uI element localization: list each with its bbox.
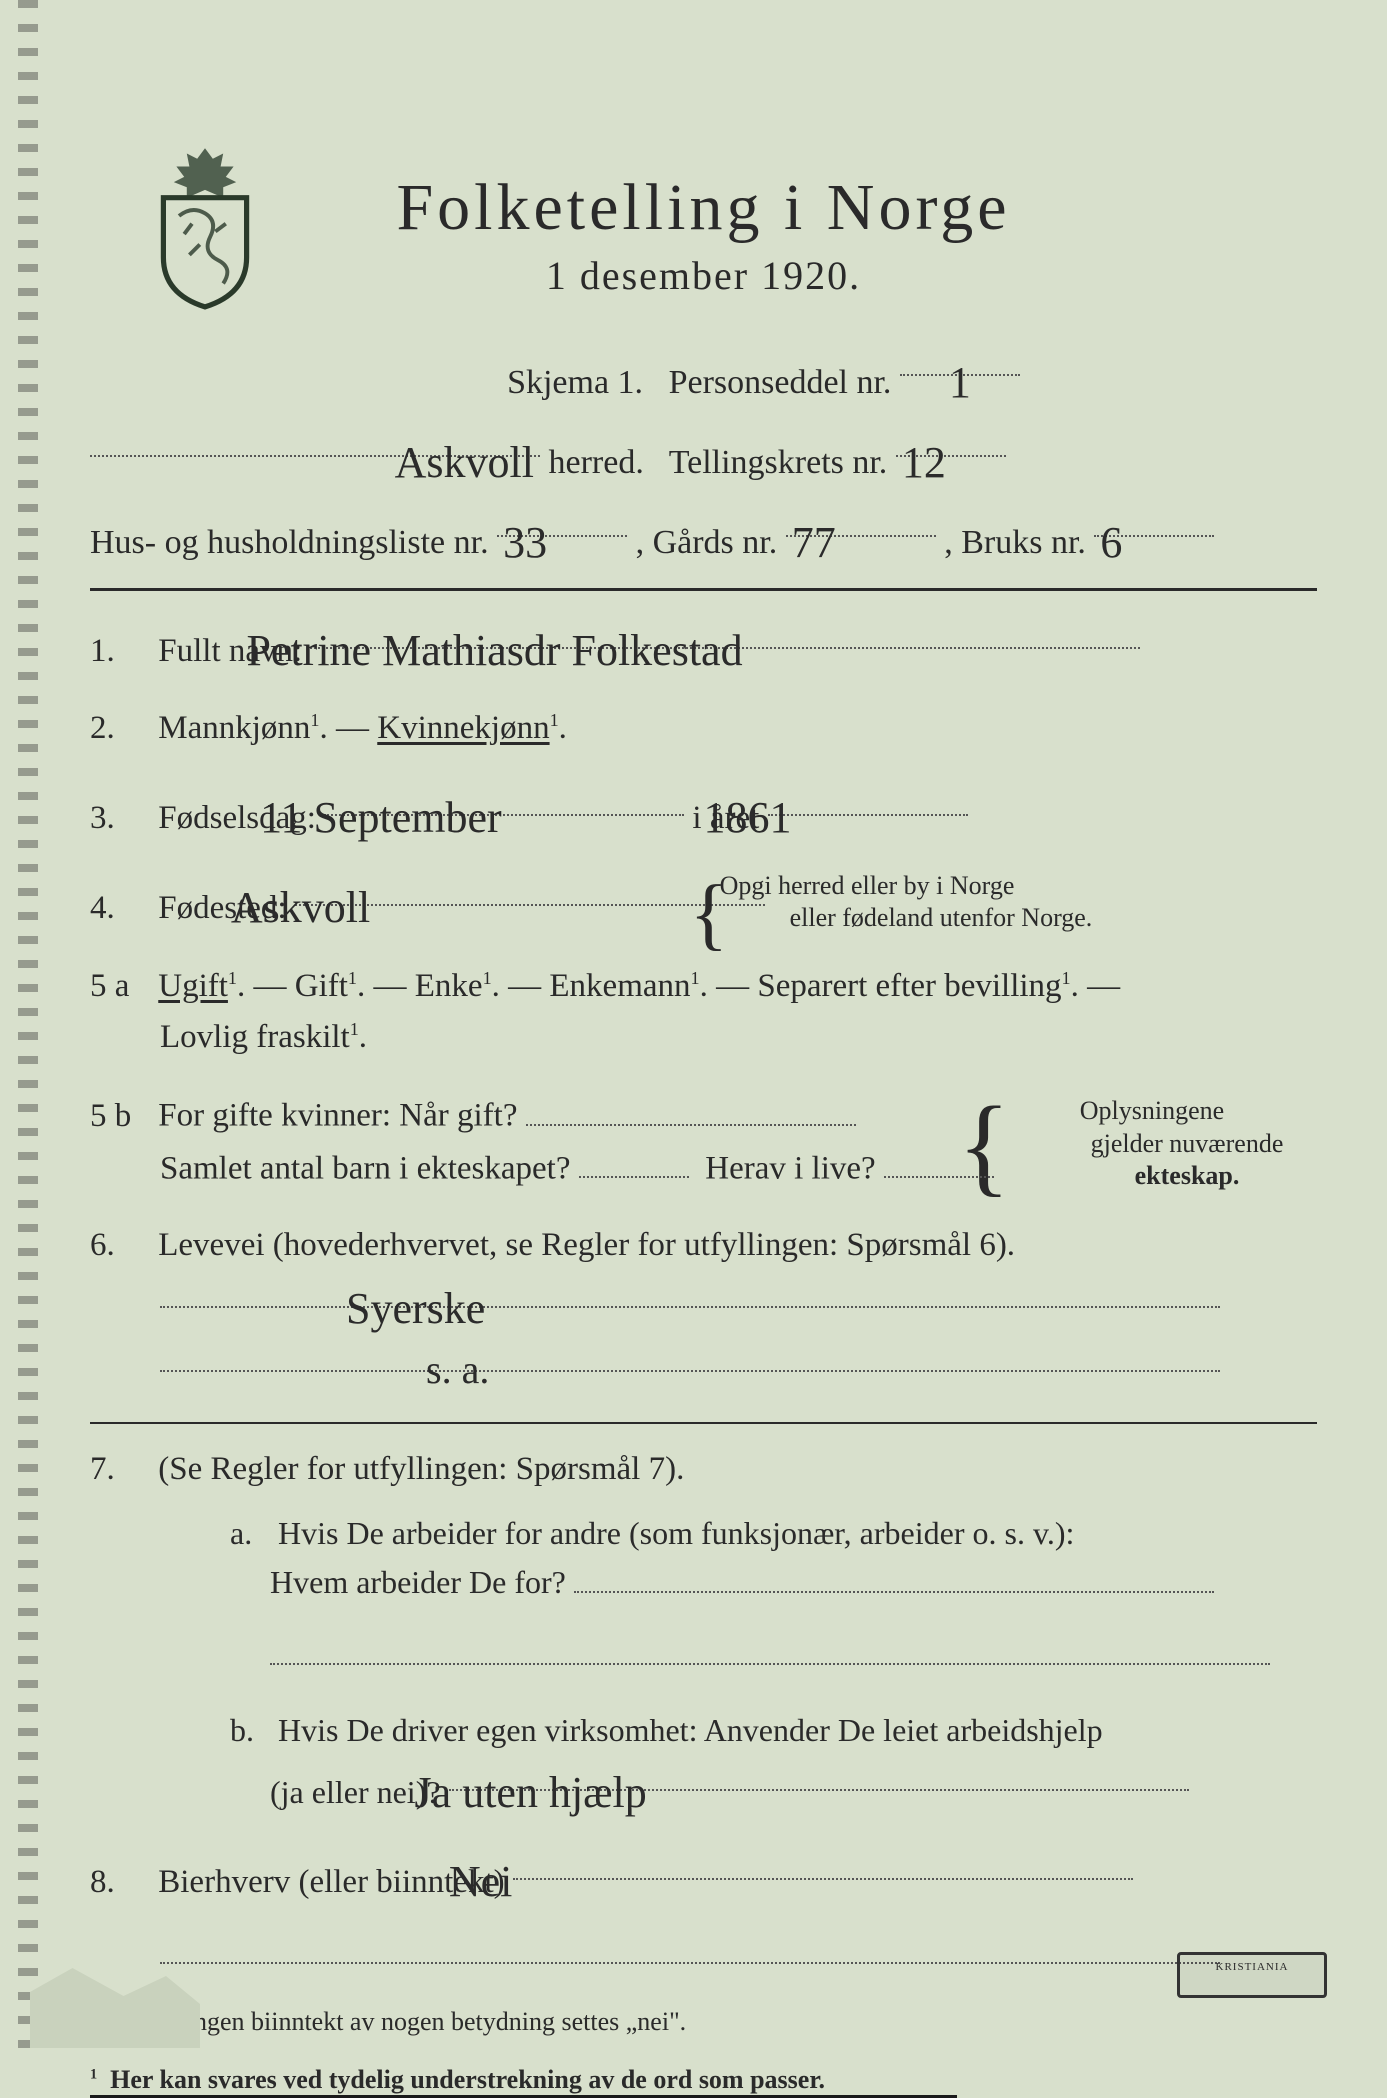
q6-value1: Syerske [340, 1284, 491, 1333]
q7a-l1: Hvis De arbeider for andre (som funksjon… [278, 1515, 1074, 1551]
q5b-aside: Oplysningene gjelder nuværende ekteskap. [1057, 1095, 1317, 1193]
q8: 8. Bierhverv (eller biinntekt) Nei [90, 1844, 1317, 1981]
q5b-l3: Herav i live? [705, 1150, 875, 1186]
skjema-label: Skjema 1. [507, 364, 643, 401]
q5a-o1: Ugift [158, 968, 228, 1004]
q7-label: (Se Regler for utfyllingen: Spørsmål 7). [158, 1451, 684, 1487]
q3: 3. Fødselsdag: 11 September i året 1861 [90, 780, 1317, 844]
q7a-lbl: a. [230, 1509, 270, 1559]
q5a-o6: Lovlig fraskilt [160, 1019, 350, 1055]
q2-num: 2. [90, 703, 150, 754]
divider [90, 588, 1317, 591]
question-list: 1. Fullt navn: Petrine Mathiasdr Folkest… [90, 613, 1317, 1396]
q4-num: 4. [90, 883, 150, 934]
q4: 4. Fødested: Askvoll Opgi herred eller b… [90, 870, 1317, 935]
q7b-lbl: b. [230, 1706, 270, 1756]
q1: 1. Fullt navn: Petrine Mathiasdr Folkest… [90, 613, 1317, 677]
q6-num: 6. [90, 1220, 150, 1271]
gards-nr: 77 [786, 518, 842, 567]
herred-value: Askvoll [389, 438, 540, 487]
coat-of-arms-icon [140, 140, 270, 310]
form-header: Folketelling i Norge 1 desember 1920. [90, 170, 1317, 299]
q5a-o3: Enke [415, 968, 483, 1004]
herred-label: herred. [549, 444, 644, 481]
q4-aside: Opgi herred eller by i Norge eller fødel… [790, 870, 1150, 935]
q7-num: 7. [90, 1444, 150, 1495]
bruks-nr: 6 [1094, 518, 1128, 567]
q6: 6. Levevei (hovederhvervet, se Regler fo… [90, 1220, 1317, 1395]
q5a-o5: Separert efter bevilling [757, 968, 1061, 1004]
divider [90, 1422, 1317, 1424]
printer-stamp: KRISTIANIA [1177, 1952, 1327, 1998]
q3-year: 1861 [698, 793, 798, 842]
q7b: b. Hvis De driver egen virksomhet: Anven… [160, 1706, 1317, 1818]
footnote-1: Har man ingen biinntekt av nogen betydni… [90, 2007, 1317, 2037]
q1-num: 1. [90, 626, 150, 677]
gards-label: , Gårds nr. [636, 524, 778, 561]
personseddel-label: Personseddel nr. [669, 364, 892, 401]
perforation-edge [18, 0, 38, 2048]
q5b-l2: Samlet antal barn i ekteskapet? [160, 1150, 571, 1186]
q5a-o2: Gift [295, 968, 348, 1004]
q8-value: Nei [443, 1857, 519, 1906]
q2-opt2: Kvinnekjønn [377, 710, 549, 746]
q2: 2. Mannkjønn1. — Kvinnekjønn1. [90, 703, 1317, 754]
personseddel-nr: 1 [943, 358, 977, 407]
q5b-num: 5 b [90, 1091, 150, 1142]
husliste-label: Hus- og husholdningsliste nr. [90, 524, 489, 561]
q1-value: Petrine Mathiasdr Folkestad [240, 626, 748, 675]
tellingskrets-label: Tellingskrets nr. [669, 444, 888, 481]
bruks-label: , Bruks nr. [944, 524, 1086, 561]
q5b: 5 b For gifte kvinner: Når gift? Oplysni… [90, 1089, 1317, 1194]
sup: 1 [310, 710, 319, 730]
q7: 7. (Se Regler for utfyllingen: Spørsmål … [90, 1444, 1317, 1818]
q5a: 5 a Ugift1. — Gift1. — Enke1. — Enkemann… [90, 961, 1317, 1063]
q6-value2: s. a. [420, 1347, 495, 1392]
tellingskrets-nr: 12 [896, 438, 952, 487]
q8-num: 8. [90, 1857, 150, 1908]
q7a-l2: Hvem arbeider De for? [270, 1564, 566, 1600]
q3-num: 3. [90, 793, 150, 844]
form-title: Folketelling i Norge [90, 170, 1317, 246]
form-subtitle: 1 desember 1920. [90, 252, 1317, 299]
q7b-l1: Hvis De driver egen virksomhet: Anvender… [278, 1712, 1103, 1748]
meta-block: Skjema 1. Personseddel nr. 1 Askvoll her… [90, 339, 1317, 574]
q5a-o4: Enkemann [549, 968, 690, 1004]
q7a: a. Hvis De arbeider for andre (som funks… [160, 1509, 1317, 1680]
question-list-2: 7. (Se Regler for utfyllingen: Spørsmål … [90, 1444, 1317, 1981]
husliste-nr: 33 [497, 518, 553, 567]
q3-day: 11 September [254, 793, 508, 842]
q5a-num: 5 a [90, 961, 150, 1012]
footnote-2: 1 Her kan svares ved tydelig understrekn… [90, 2065, 1317, 2095]
q5b-l1: For gifte kvinner: Når gift? [158, 1098, 517, 1134]
q7b-value: Ja uten hjælp [409, 1768, 653, 1817]
q6-label: Levevei (hovederhvervet, se Regler for u… [158, 1227, 1015, 1263]
q4-value: Askvoll [225, 883, 376, 932]
q2-opt1: Mannkjønn [158, 710, 310, 746]
